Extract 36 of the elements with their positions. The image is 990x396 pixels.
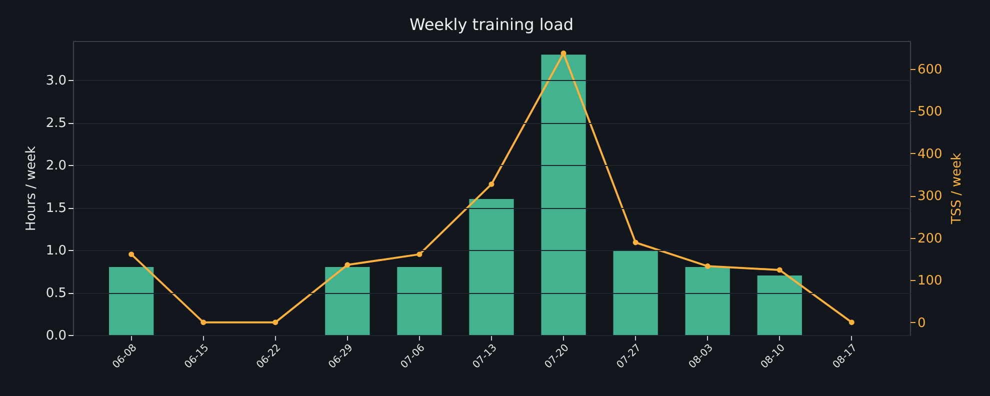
bar xyxy=(685,267,730,335)
point xyxy=(200,320,206,326)
y-tick-label: 2.5 xyxy=(46,116,66,132)
point xyxy=(848,320,854,326)
y-tick-label: 1.5 xyxy=(46,201,66,216)
y2-axis-title: TSS / week xyxy=(949,152,964,226)
y-tick-label: 1.0 xyxy=(46,244,66,259)
y2-tick-label: 600 xyxy=(918,62,942,78)
chart-title: Weekly training load xyxy=(409,15,574,34)
point xyxy=(416,252,422,258)
point xyxy=(632,240,638,246)
y-tick-label: 0.0 xyxy=(46,328,66,344)
bar xyxy=(469,199,514,335)
y-tick-label: 3.0 xyxy=(46,74,66,89)
point xyxy=(344,262,350,268)
bar xyxy=(109,267,154,335)
y2-tick-label: 500 xyxy=(918,104,942,120)
y-axis-title: Hours / week xyxy=(24,146,39,231)
point xyxy=(128,252,134,258)
bar xyxy=(757,276,802,335)
point xyxy=(776,267,782,273)
bar xyxy=(541,54,586,335)
bar xyxy=(325,267,370,335)
bar xyxy=(613,250,658,335)
y2-tick-label: 400 xyxy=(918,146,942,162)
y2-tick-label: 200 xyxy=(918,231,942,246)
y2-tick-label: 100 xyxy=(918,274,942,289)
y2-tick-label: 0 xyxy=(918,316,926,331)
point xyxy=(560,50,566,56)
y-tick-label: 2.0 xyxy=(46,158,66,174)
point xyxy=(272,320,278,326)
y2-tick-label: 300 xyxy=(918,189,942,204)
y-tick-label: 0.5 xyxy=(46,286,66,302)
point xyxy=(488,181,494,187)
bar xyxy=(397,267,442,335)
point xyxy=(704,263,710,269)
